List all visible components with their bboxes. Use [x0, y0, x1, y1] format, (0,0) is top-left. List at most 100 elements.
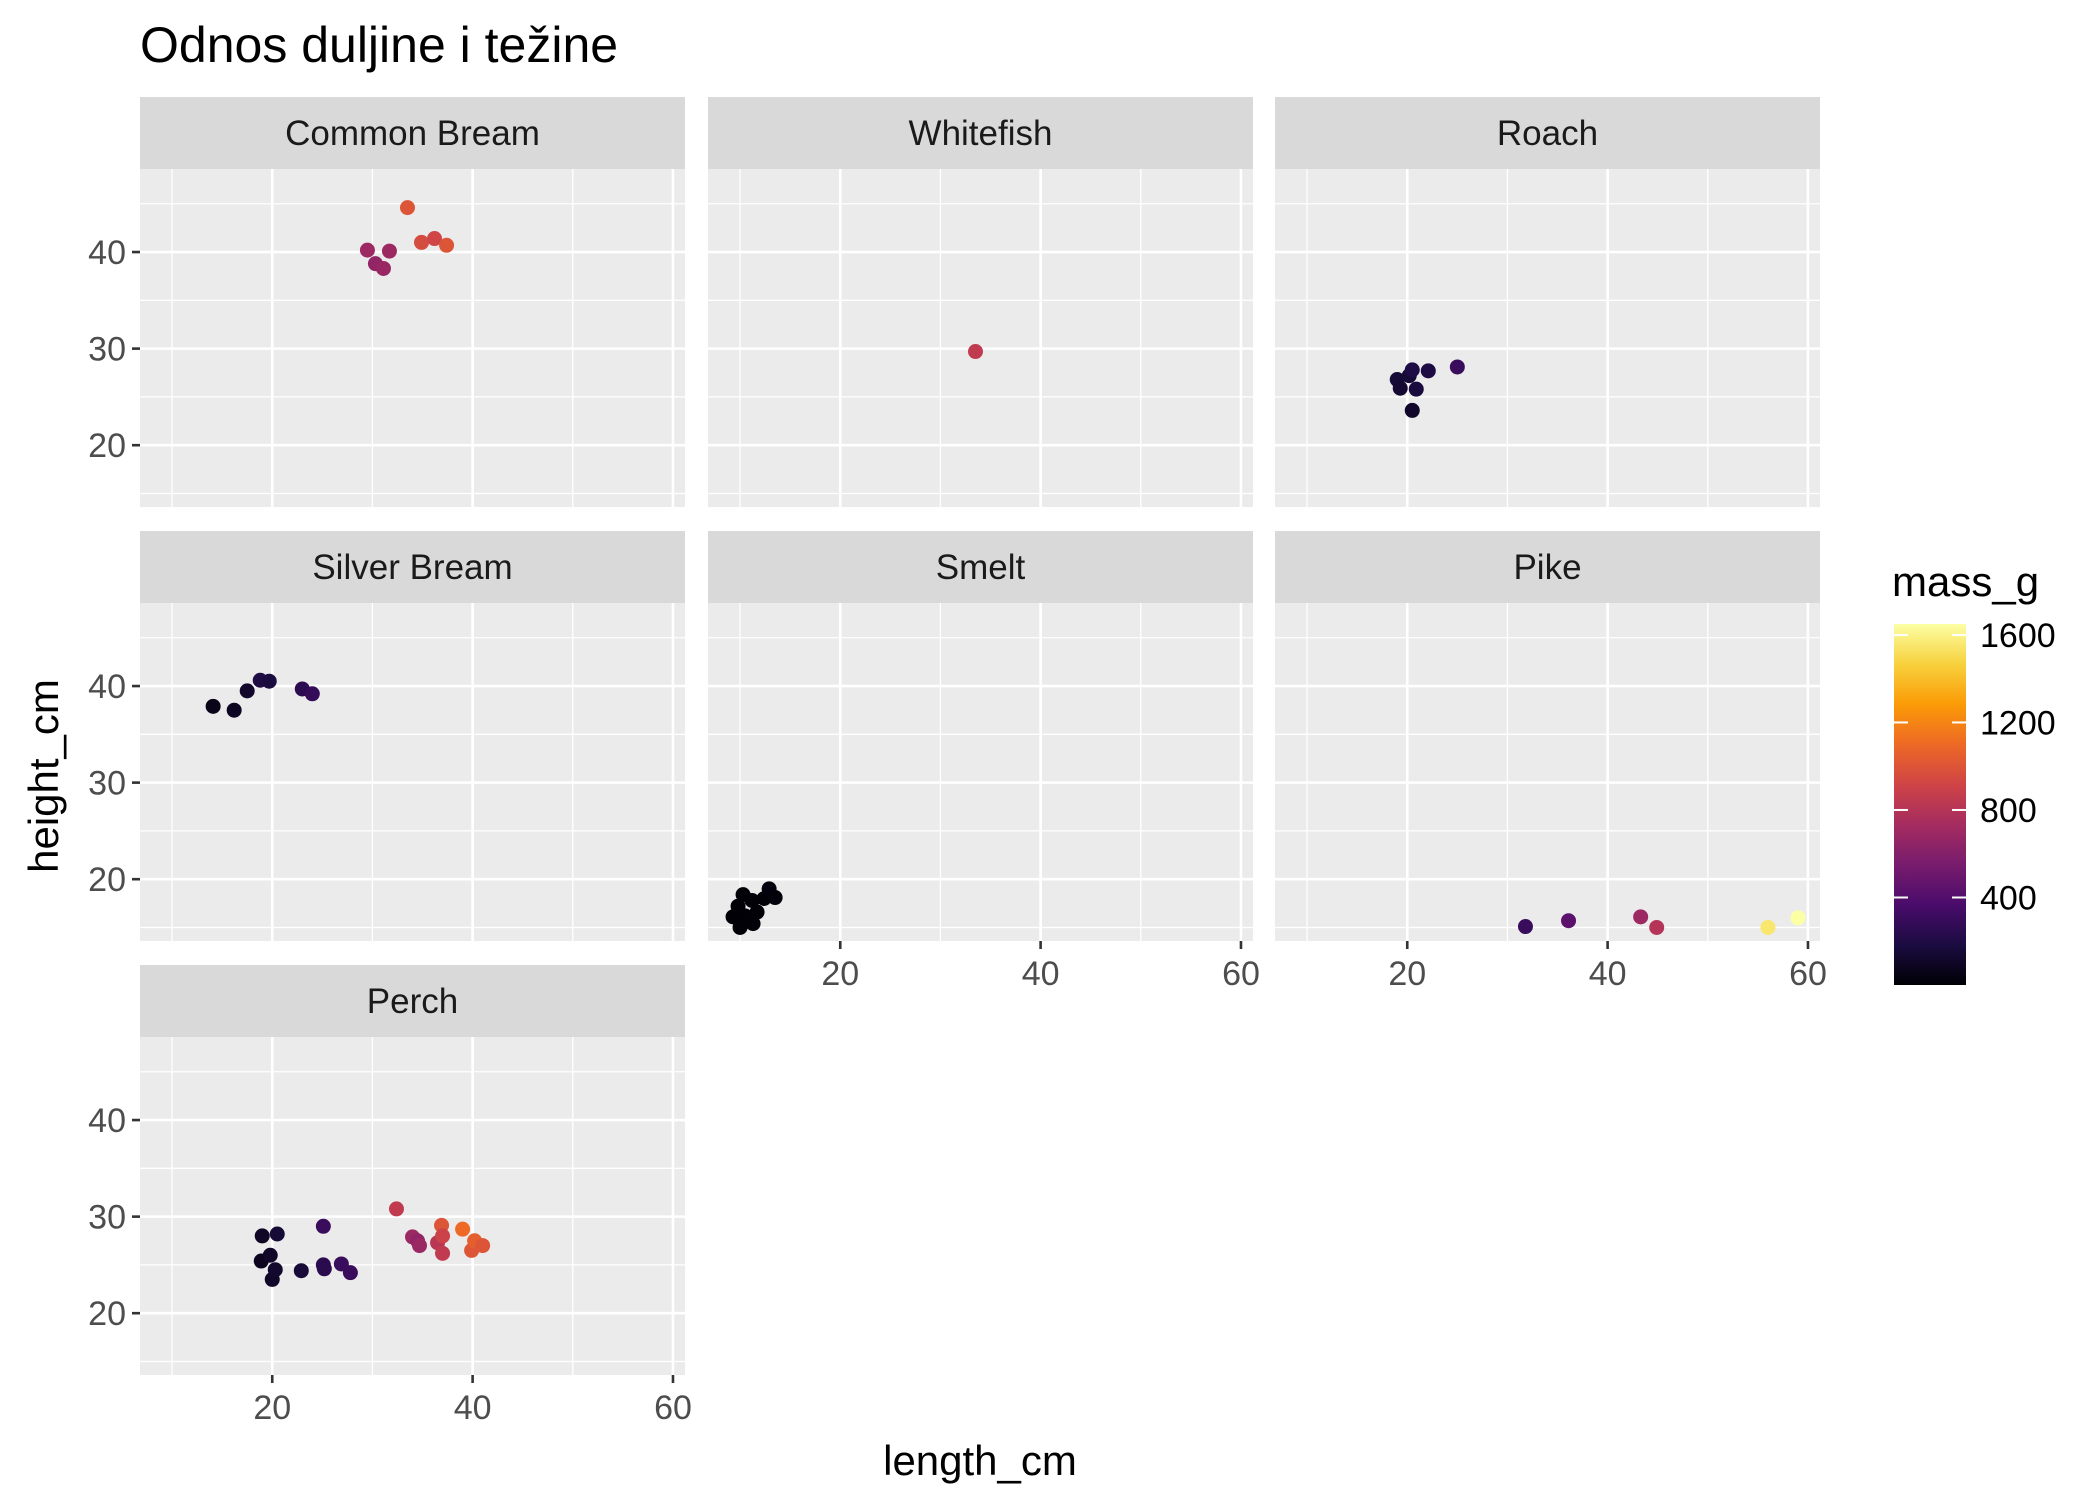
- x-tick-label: 40: [1589, 955, 1627, 993]
- data-point: [1404, 362, 1420, 378]
- y-tick-label: 30: [88, 765, 126, 803]
- x-tick-label: 60: [1222, 955, 1260, 993]
- facet-strip: [1275, 531, 1820, 603]
- data-point: [744, 892, 760, 908]
- data-point: [412, 1238, 428, 1254]
- facet-whitefish: Whitefish: [708, 97, 1253, 507]
- data-point: [435, 1228, 451, 1244]
- y-tick-label: 20: [88, 1295, 126, 1333]
- data-point: [261, 673, 277, 689]
- data-point: [1420, 363, 1436, 379]
- data-point: [381, 243, 397, 259]
- y-tick-label: 20: [88, 427, 126, 465]
- facet-strip: [1275, 97, 1820, 169]
- x-tick-label: 40: [454, 1389, 492, 1427]
- data-point: [293, 1263, 309, 1279]
- panel-background: [140, 1037, 685, 1375]
- data-point: [239, 683, 255, 699]
- y-tick-label: 40: [88, 668, 126, 706]
- facet-label: Silver Bream: [312, 548, 512, 587]
- facet-roach: Roach: [1275, 97, 1820, 507]
- facet-common-bream: Common Bream 20 30 40: [88, 97, 685, 507]
- facet-strip: [708, 531, 1253, 603]
- data-point: [1517, 919, 1533, 935]
- data-point: [267, 1262, 283, 1278]
- data-point: [316, 1261, 332, 1277]
- data-point: [439, 237, 455, 253]
- legend-tick-label: 800: [1980, 792, 2037, 830]
- data-point: [1408, 381, 1424, 397]
- x-tick-label: 40: [1022, 955, 1060, 993]
- legend-title: mass_g: [1892, 558, 2039, 605]
- data-point: [1392, 380, 1408, 396]
- x-tick-label: 20: [1388, 955, 1426, 993]
- data-point: [455, 1221, 471, 1237]
- data-point: [745, 916, 761, 932]
- data-point: [749, 904, 765, 920]
- data-point: [967, 344, 983, 360]
- panel-background: [1275, 169, 1820, 507]
- y-axis-title: height_cm: [20, 679, 67, 873]
- x-tick-label: 60: [654, 1389, 692, 1427]
- data-point: [1649, 919, 1665, 935]
- legend-tick-label: 400: [1980, 879, 2037, 917]
- data-point: [304, 686, 320, 702]
- data-point: [767, 890, 783, 906]
- x-axis-title: length_cm: [883, 1437, 1077, 1484]
- data-point: [435, 1245, 451, 1261]
- x-tick-label: 20: [821, 955, 859, 993]
- data-point: [414, 234, 430, 250]
- facet-silver-bream: Silver Bream 20 30 40: [88, 531, 685, 941]
- data-point: [1449, 359, 1465, 375]
- x-tick-label: 60: [1789, 955, 1827, 993]
- data-point: [226, 702, 242, 718]
- y-tick-label: 30: [88, 331, 126, 369]
- y-tick-label: 40: [88, 234, 126, 272]
- facet-pike: Pike 20 40 60: [1275, 531, 1827, 993]
- data-point: [205, 698, 221, 714]
- facet-strip: [140, 97, 685, 169]
- data-point: [254, 1228, 270, 1244]
- y-tick-label: 20: [88, 861, 126, 899]
- data-point: [315, 1218, 331, 1234]
- color-legend: mass_g 400 800 1200 1600: [1892, 558, 2056, 985]
- panel-background: [708, 169, 1253, 507]
- data-point: [1760, 919, 1776, 935]
- facet-label: Common Bream: [285, 114, 540, 153]
- facet-strip: [708, 97, 1253, 169]
- legend-colorbar: [1894, 624, 1966, 985]
- data-point: [359, 242, 375, 258]
- data-point: [1790, 910, 1806, 926]
- legend-tick-label: 1600: [1980, 617, 2056, 655]
- data-point: [1404, 402, 1420, 418]
- panel-background: [140, 169, 685, 507]
- data-point: [262, 1247, 278, 1263]
- plot-title: Odnos duljine i težine: [140, 17, 618, 73]
- facet-label: Perch: [367, 982, 458, 1021]
- data-point: [269, 1226, 285, 1242]
- facet-label: Whitefish: [909, 114, 1053, 153]
- facet-strip: [140, 965, 685, 1037]
- facet-label: Roach: [1497, 114, 1598, 153]
- facet-label: Smelt: [936, 548, 1026, 587]
- facet-label: Pike: [1513, 548, 1581, 587]
- data-point: [475, 1238, 491, 1254]
- data-point: [388, 1201, 404, 1217]
- legend-tick-label: 1200: [1980, 704, 2056, 742]
- y-tick-label: 30: [88, 1199, 126, 1237]
- panel-background: [140, 603, 685, 941]
- data-point: [1633, 909, 1649, 925]
- data-point: [399, 200, 415, 216]
- facet-smelt: Smelt 20 40 60: [708, 531, 1260, 993]
- facet-strip: [140, 531, 685, 603]
- data-point: [427, 231, 443, 247]
- data-point: [342, 1265, 358, 1281]
- panel-background: [708, 603, 1253, 941]
- y-tick-label: 40: [88, 1102, 126, 1140]
- data-point: [375, 260, 391, 276]
- facet-perch: Perch 20 30 40 20 40 60: [88, 965, 692, 1427]
- x-tick-label: 20: [253, 1389, 291, 1427]
- panel-background: [1275, 603, 1820, 941]
- data-point: [1561, 913, 1577, 929]
